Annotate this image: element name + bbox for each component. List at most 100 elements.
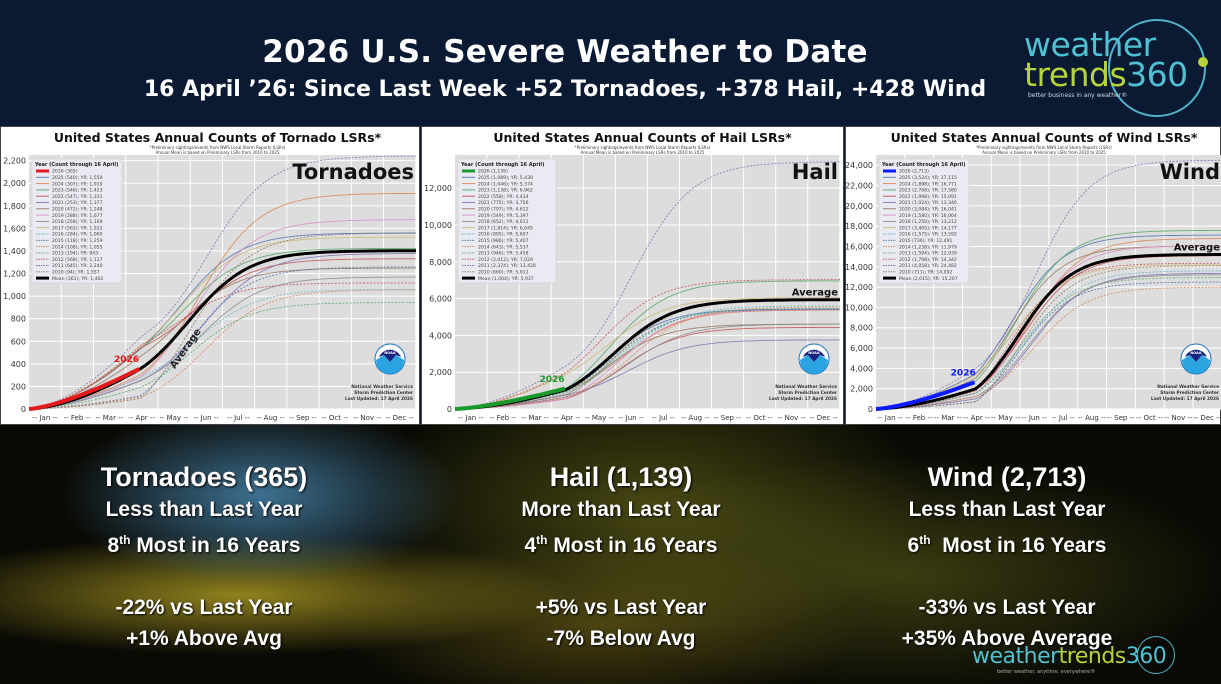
spc-credit: Storm Prediction Center [354, 390, 414, 396]
x-tick-label: -- Dec -- [809, 414, 838, 422]
logo-tagline: better business in any weather® [1028, 92, 1128, 99]
hail-summary: Hail (1,139) More than Last Year 4th Mos… [431, 460, 811, 654]
noaa-badge-text: NOAA [1190, 351, 1202, 355]
x-tick-label: -- Dec -- [1193, 414, 1221, 422]
legend-entry: 2016 (284); YR: 1,060 [52, 232, 103, 238]
page-title: 2026 U.S. Severe Weather to Date [262, 34, 868, 70]
series-line [875, 270, 1221, 410]
series-line [875, 159, 1221, 410]
legend-entry: 2023 (546); YR: 1,423 [52, 188, 103, 194]
noaa-logo-wave [376, 355, 404, 374]
y-tick-label: 1,800 [3, 202, 26, 211]
rank-text: Most in 16 Years [930, 534, 1107, 557]
legend-entry: 2019 (1,580); YR: 16,064 [899, 213, 957, 219]
last-updated: Last Updated: 17 April 2026 [345, 396, 413, 402]
x-tick-label: -- Sep -- [289, 414, 317, 422]
y-tick-label: 1,200 [3, 270, 26, 279]
x-tick-label: -- Apr -- [128, 414, 155, 422]
legend-entry: 2018 (258); YR: 1,169 [52, 219, 103, 225]
wind-chart-panel: United States Annual Counts of Wind LSRs… [845, 126, 1221, 425]
legend-entry: 2014 (108); YR: 1,055 [52, 244, 103, 250]
legend-entry: 2012 (2,012); YR: 7,029 [478, 257, 533, 263]
tornado-summary: Tornadoes (365) Less than Last Year 8th … [14, 460, 394, 654]
x-tick-label: -- May -- [585, 414, 614, 422]
x-tick-label: -- Jul -- [1052, 414, 1075, 422]
y-tick-label: 6,000 [429, 295, 452, 304]
legend-entry: 2016 (1,575); YR: 13,592 [899, 232, 957, 238]
y-tick-label: 1,000 [3, 292, 26, 301]
wind-rank: 6th Most in 16 Years [817, 525, 1197, 561]
mean-series-line [875, 253, 1221, 411]
x-tick-label: -- Dec -- [385, 414, 414, 422]
legend-title: Year (Count through 16 April) [881, 162, 965, 168]
y-tick-label: 10,000 [424, 221, 452, 230]
noaa-logo-top [379, 349, 401, 362]
series-line [28, 302, 417, 410]
legend-entry: 2019 (288); YR: 1,677 [52, 213, 103, 219]
x-tick-label: -- Apr -- [554, 414, 581, 422]
tornado-heading: Tornadoes (365) [100, 462, 308, 492]
nws-credit: National Weather Service [775, 384, 837, 390]
y-tick-label: 8,000 [850, 324, 873, 333]
legend-entry: 2025 (3,524); YR: 17,115 [899, 175, 957, 181]
x-tick-label: -- Sep -- [713, 414, 741, 422]
footer-logo-tagline: better weather. anytime. everywhere® [997, 669, 1096, 675]
x-tick-label: -- Sep -- [1107, 414, 1135, 422]
x-tick-label: -- Nov -- [1164, 414, 1193, 422]
series-line [454, 279, 840, 410]
x-tick-label: -- Oct -- [746, 414, 773, 422]
series-line [28, 155, 417, 410]
legend-entry: 2024 (1,898); YR: 16,771 [899, 181, 957, 187]
series-line [28, 276, 417, 410]
legend-entry: 2014 (643); YR: 5,537 [478, 244, 529, 250]
y-tick-label: 20,000 [846, 202, 873, 211]
chart-note: Annual Mean is based on Preliminary LSRs… [581, 150, 705, 155]
x-tick-label: -- Jun -- [1022, 414, 1048, 422]
legend-entry: 2017 (1,914); YR: 6,045 [478, 225, 533, 231]
header: 2026 U.S. Severe Weather to Date 16 Apri… [0, 0, 1221, 126]
chart-note: *Preliminary sightings/events from NWS L… [575, 145, 711, 150]
legend-entry: 2022 (558); YR: 4,434 [478, 194, 529, 200]
average-label: Average [1174, 242, 1221, 253]
legend-entry: 2012 (1,798); YR: 14,342 [899, 257, 957, 263]
legend-entry: 2011 (4,058); YR: 24,482 [899, 263, 957, 269]
legend-entry: 2026 (2,713) [899, 169, 929, 175]
hail-rank: 4th Most in 16 Years [431, 525, 811, 561]
x-tick-label: -- Jan -- [32, 414, 58, 422]
current-year-label: 2026 [951, 368, 976, 378]
tornado-chart: United States Annual Counts of Tornado L… [3, 130, 417, 422]
y-tick-label: 200 [11, 382, 26, 391]
wind-summary: Wind (2,713) Less than Last Year 6th Mos… [817, 460, 1197, 654]
tornado-pct-vs-avg: +1% Above Avg [126, 627, 282, 650]
logo-360: 360 [1126, 55, 1188, 94]
y-tick-label: 4,000 [850, 364, 873, 373]
legend-entry: 2012 (568); YR: 1,117 [52, 257, 103, 263]
legend-entry: 2022 (547); YR: 1,331 [52, 194, 103, 200]
series-line [28, 266, 416, 410]
x-tick-label: -- Oct -- [322, 414, 349, 422]
legend-box [878, 158, 970, 284]
spc-credit: Storm Prediction Center [778, 390, 838, 396]
series-line [875, 277, 1221, 410]
legend-entry: 2015 (986); YR: 5,407 [478, 238, 529, 244]
current-year-series-line [875, 380, 976, 411]
x-tick-label: -- Mar -- [521, 414, 549, 422]
series-line [28, 289, 416, 410]
legend-entry: 2021 (1,024); YR: 13,346 [899, 200, 957, 206]
series-line [454, 297, 840, 410]
legend-entry: 2021 (775); YR: 3,756 [478, 200, 529, 206]
legend-entry: 2013 (1,594); YR: 12,939 [899, 251, 957, 257]
x-tick-label: -- Jul -- [652, 414, 675, 422]
x-tick-label: -- Jun -- [193, 414, 219, 422]
chart-title: United States Annual Counts of Wind LSRs… [891, 130, 1198, 145]
mean-series-line [28, 249, 416, 411]
x-tick-label: -- Mar -- [95, 414, 123, 422]
legend-entry: 2013 (194); YR: 943 [52, 251, 98, 257]
current-year-label: 2026 [114, 355, 139, 365]
legend-entry: 2018 (652); YR: 4,611 [478, 219, 529, 225]
rank-number: 8 [107, 534, 120, 557]
rank-suffix: th [536, 533, 548, 547]
page-subtitle: 16 April ’26: Since Last Week +52 Tornad… [143, 77, 987, 102]
legend-entry: 2015 (118); YR: 1,259 [52, 238, 103, 244]
footer-logo-weather: weather [972, 644, 1059, 669]
